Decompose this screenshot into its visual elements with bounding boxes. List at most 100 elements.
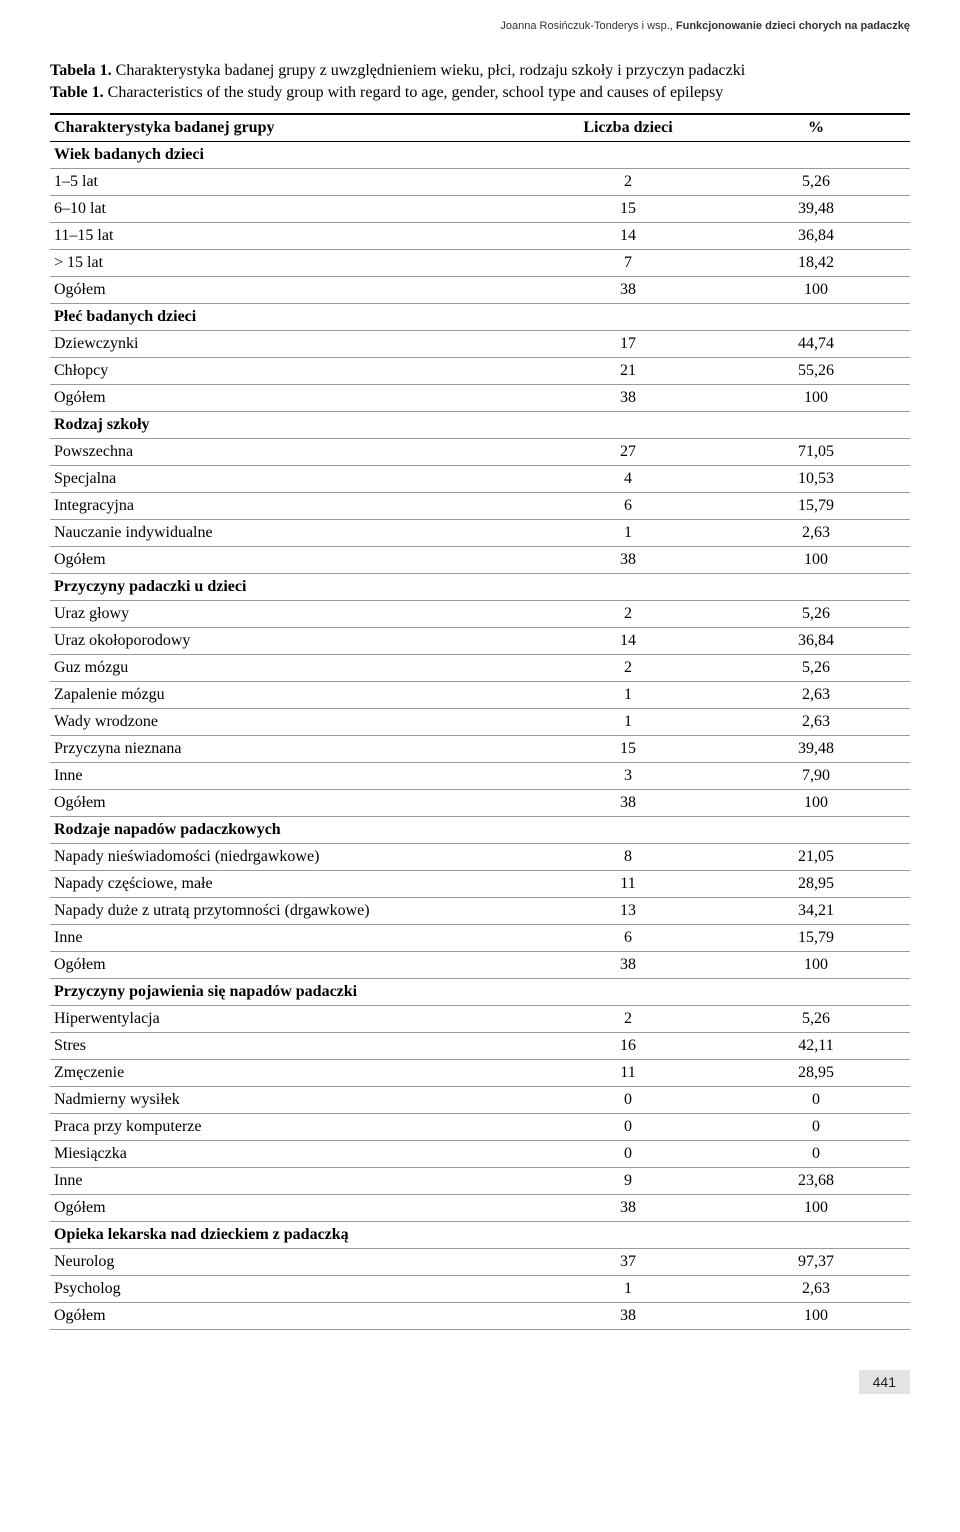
row-label: Stres — [50, 1033, 534, 1060]
row-label: Psycholog — [50, 1276, 534, 1303]
row-count: 2 — [534, 169, 722, 196]
row-count: 16 — [534, 1033, 722, 1060]
row-label: 6–10 lat — [50, 196, 534, 223]
table-row: Inne923,68 — [50, 1168, 910, 1195]
row-percent: 2,63 — [722, 520, 910, 547]
row-label: Inne — [50, 763, 534, 790]
row-label: Wady wrodzone — [50, 709, 534, 736]
row-percent: 15,79 — [722, 493, 910, 520]
row-percent: 55,26 — [722, 358, 910, 385]
table-row: Ogółem38100 — [50, 1303, 910, 1330]
table-row: Napady częściowe, małe1128,95 — [50, 871, 910, 898]
row-percent: 44,74 — [722, 331, 910, 358]
row-count: 1 — [534, 682, 722, 709]
row-label: Zapalenie mózgu — [50, 682, 534, 709]
table-row: Zmęczenie1128,95 — [50, 1060, 910, 1087]
row-label: > 15 lat — [50, 250, 534, 277]
row-count: 1 — [534, 520, 722, 547]
table-row: Napady duże z utratą przytomności (drgaw… — [50, 898, 910, 925]
row-percent: 0 — [722, 1114, 910, 1141]
section-title: Przyczyny pojawienia się napadów padaczk… — [50, 979, 910, 1006]
row-count: 38 — [534, 385, 722, 412]
runhead-title: Funkcjonowanie dzieci chorych na padaczk… — [676, 20, 910, 32]
col-characteristic: Charakterystyka badanej grupy — [50, 114, 534, 142]
table-row: Nadmierny wysiłek00 — [50, 1087, 910, 1114]
row-label: Chłopcy — [50, 358, 534, 385]
row-count: 9 — [534, 1168, 722, 1195]
row-label: Ogółem — [50, 1303, 534, 1330]
row-label: Zmęczenie — [50, 1060, 534, 1087]
row-count: 11 — [534, 1060, 722, 1087]
row-count: 15 — [534, 736, 722, 763]
row-count: 7 — [534, 250, 722, 277]
row-label: Ogółem — [50, 790, 534, 817]
table-section-header: Rodzaje napadów padaczkowych — [50, 817, 910, 844]
col-count: Liczba dzieci — [534, 114, 722, 142]
table-row: Ogółem38100 — [50, 952, 910, 979]
row-percent: 2,63 — [722, 1276, 910, 1303]
section-title: Rodzaje napadów padaczkowych — [50, 817, 910, 844]
table-row: Praca przy komputerze00 — [50, 1114, 910, 1141]
table-row: Wady wrodzone12,63 — [50, 709, 910, 736]
table-row: Zapalenie mózgu12,63 — [50, 682, 910, 709]
row-count: 17 — [534, 331, 722, 358]
caption-en-label: Table 1. — [50, 84, 104, 101]
row-count: 1 — [534, 1276, 722, 1303]
row-percent: 39,48 — [722, 196, 910, 223]
row-percent: 15,79 — [722, 925, 910, 952]
table-row: Ogółem38100 — [50, 1195, 910, 1222]
table-row: 6–10 lat1539,48 — [50, 196, 910, 223]
row-label: Powszechna — [50, 439, 534, 466]
row-percent: 100 — [722, 547, 910, 574]
row-percent: 71,05 — [722, 439, 910, 466]
table-section-header: Rodzaj szkoły — [50, 412, 910, 439]
table-row: Guz mózgu25,26 — [50, 655, 910, 682]
table-section-header: Przyczyny padaczki u dzieci — [50, 574, 910, 601]
section-title: Wiek badanych dzieci — [50, 142, 910, 169]
table-row: Integracyjna615,79 — [50, 493, 910, 520]
row-percent: 2,63 — [722, 682, 910, 709]
row-count: 38 — [534, 1303, 722, 1330]
row-count: 0 — [534, 1087, 722, 1114]
table-row: Ogółem38100 — [50, 385, 910, 412]
row-percent: 100 — [722, 277, 910, 304]
row-percent: 5,26 — [722, 601, 910, 628]
table-row: > 15 lat718,42 — [50, 250, 910, 277]
table-caption: Tabela 1. Charakterystyka badanej grupy … — [50, 60, 910, 103]
row-count: 13 — [534, 898, 722, 925]
row-count: 38 — [534, 547, 722, 574]
row-label: Ogółem — [50, 385, 534, 412]
row-label: Nadmierny wysiłek — [50, 1087, 534, 1114]
row-label: Miesiączka — [50, 1141, 534, 1168]
row-label: Ogółem — [50, 277, 534, 304]
row-percent: 2,63 — [722, 709, 910, 736]
table-row: Stres1642,11 — [50, 1033, 910, 1060]
row-percent: 34,21 — [722, 898, 910, 925]
table-row: Ogółem38100 — [50, 547, 910, 574]
row-percent: 100 — [722, 1195, 910, 1222]
row-percent: 36,84 — [722, 223, 910, 250]
row-count: 27 — [534, 439, 722, 466]
row-percent: 5,26 — [722, 169, 910, 196]
row-label: Integracyjna — [50, 493, 534, 520]
table-row: Nauczanie indywidualne12,63 — [50, 520, 910, 547]
row-percent: 36,84 — [722, 628, 910, 655]
row-percent: 100 — [722, 385, 910, 412]
row-count: 38 — [534, 790, 722, 817]
row-label: Ogółem — [50, 1195, 534, 1222]
row-percent: 100 — [722, 952, 910, 979]
row-count: 38 — [534, 1195, 722, 1222]
row-percent: 0 — [722, 1087, 910, 1114]
row-label: Dziewczynki — [50, 331, 534, 358]
table-header-row: Charakterystyka badanej grupy Liczba dzi… — [50, 114, 910, 142]
table-row: Inne615,79 — [50, 925, 910, 952]
data-table: Charakterystyka badanej grupy Liczba dzi… — [50, 113, 910, 1330]
row-count: 21 — [534, 358, 722, 385]
row-count: 37 — [534, 1249, 722, 1276]
row-percent: 39,48 — [722, 736, 910, 763]
row-label: Ogółem — [50, 952, 534, 979]
row-label: Napady duże z utratą przytomności (drgaw… — [50, 898, 534, 925]
row-percent: 21,05 — [722, 844, 910, 871]
table-row: Napady nieświadomości (niedrgawkowe)821,… — [50, 844, 910, 871]
table-row: Hiperwentylacja25,26 — [50, 1006, 910, 1033]
